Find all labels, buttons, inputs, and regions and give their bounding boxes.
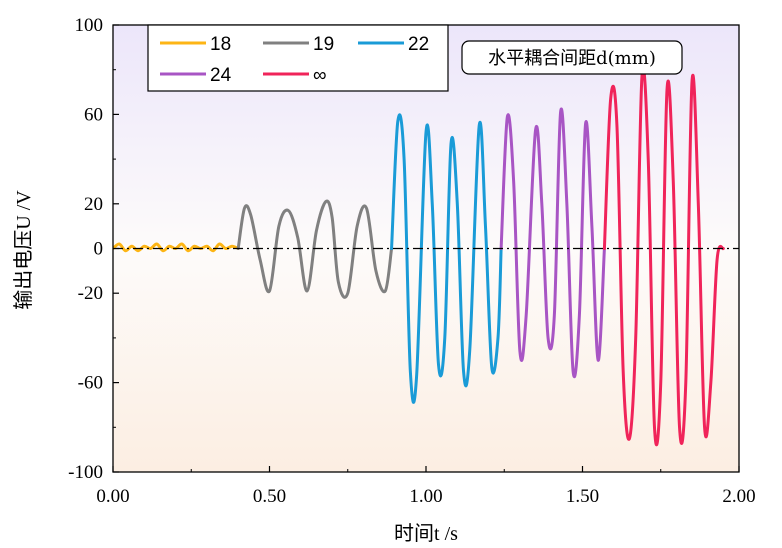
series-line-4 <box>602 66 725 447</box>
legend-label: ∞ <box>313 65 327 86</box>
x-tick-label: 1.00 <box>409 486 442 507</box>
legend: 18 19 22 24 ∞ 水平耦合间距d(mm) <box>147 24 683 92</box>
y-tick-label: -20 <box>78 283 103 304</box>
x-tick-label: 0.00 <box>96 486 129 507</box>
y-tick-label: 100 <box>75 15 104 36</box>
y-tick-label: 20 <box>84 194 103 215</box>
y-tick-label: 60 <box>84 104 103 125</box>
x-tick-label: 2.00 <box>722 486 755 507</box>
y-axis-title: 输出电压U /V <box>12 190 35 310</box>
series-lines <box>113 66 725 447</box>
tick-labels: 0.00 0.50 1.00 1.50 2.00 100 60 20 0 -20 -60 -100 <box>68 15 755 507</box>
legend-label: 24 <box>210 65 232 86</box>
x-axis-title: 时间t /s <box>394 522 458 545</box>
y-tick-label: 0 <box>94 239 104 260</box>
legend-box <box>147 24 449 92</box>
y-tick-label: -100 <box>68 462 103 483</box>
y-tick-label: -60 <box>78 373 103 394</box>
legend-label: 22 <box>408 34 429 55</box>
legend-label: 19 <box>313 34 334 55</box>
series-line-1 <box>236 199 394 299</box>
series-line-3 <box>499 107 606 379</box>
x-tick-label: 0.50 <box>253 486 286 507</box>
legend-title-box <box>461 40 683 75</box>
legend-label: 18 <box>210 34 231 55</box>
legend-title: 水平耦合间距d(mm) <box>488 48 656 69</box>
series-line-2 <box>390 113 503 404</box>
x-tick-label: 1.50 <box>566 486 599 507</box>
